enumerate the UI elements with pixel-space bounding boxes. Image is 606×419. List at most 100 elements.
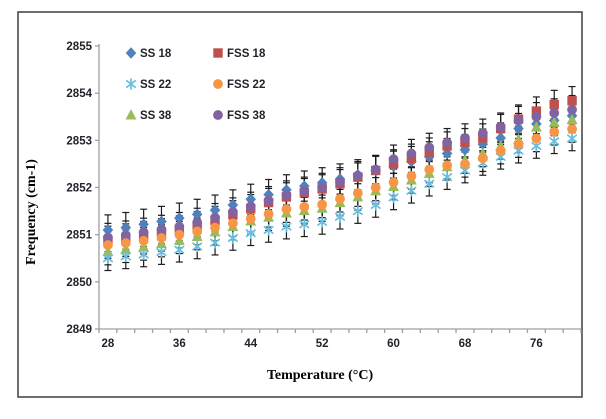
legend-label-FSS-18: FSS 18 <box>227 48 266 60</box>
data-point-SS-22 <box>120 252 131 261</box>
data-point-SS-22 <box>549 137 560 146</box>
data-point-FSS-38 <box>567 104 577 115</box>
data-point-FSS-38 <box>156 224 167 235</box>
data-point-SS-22 <box>299 220 310 229</box>
x-tick-label: 36 <box>173 338 186 350</box>
legend-marker-FSS-38 <box>213 110 223 120</box>
data-point-FSS-38 <box>531 111 542 122</box>
data-point-FSS-38 <box>174 221 185 232</box>
data-point-FSS-38 <box>210 212 220 223</box>
data-point-SS-22 <box>245 229 256 238</box>
data-point-FSS-22 <box>227 218 238 229</box>
legend-marker-SS-18 <box>125 47 137 59</box>
data-point-FSS-22 <box>317 199 328 210</box>
legend-label-SS-38: SS 38 <box>140 110 172 122</box>
legend-label-SS-18: SS 18 <box>140 48 172 60</box>
x-tick-label: 60 <box>387 338 400 350</box>
data-point-SS-22 <box>334 212 346 221</box>
data-point-SS-22 <box>317 217 328 226</box>
data-point-SS-22 <box>424 179 435 188</box>
data-point-SS-22 <box>388 193 399 202</box>
data-point-SS-22 <box>459 166 471 175</box>
data-point-FSS-38 <box>549 108 560 118</box>
data-point-FSS-38 <box>442 137 453 148</box>
data-point-SS-38 <box>566 113 578 125</box>
legend-marker-SS-22 <box>125 79 137 89</box>
y-tick-label: 2854 <box>66 88 92 100</box>
legend-label-FSS-38: FSS 38 <box>227 110 266 122</box>
data-point-FSS-22 <box>174 229 185 240</box>
y-tick-label: 2853 <box>66 135 92 147</box>
x-tick-label: 68 <box>459 338 472 350</box>
data-point-FSS-22 <box>477 153 488 164</box>
data-point-FSS-22 <box>192 226 203 237</box>
data-point-FSS-22 <box>567 124 577 134</box>
data-point-SS-22 <box>513 146 524 155</box>
data-point-SS-22 <box>227 233 238 243</box>
data-point-SS-22 <box>442 173 453 182</box>
data-point-FSS-22 <box>406 171 417 182</box>
data-point-SS-22 <box>370 200 381 210</box>
data-point-SS-22 <box>567 134 578 143</box>
data-point-FSS-22 <box>263 209 274 219</box>
data-point-FSS-38 <box>299 186 310 197</box>
y-tick-label: 2851 <box>66 230 92 242</box>
data-point-FSS-22 <box>103 240 113 250</box>
data-point-FSS-22 <box>138 235 149 246</box>
legend-marker-SS-38 <box>125 109 137 120</box>
y-tick-label: 2849 <box>66 324 92 336</box>
data-point-FSS-22 <box>495 145 506 156</box>
data-point-FSS-22 <box>388 177 399 188</box>
data-point-FSS-38 <box>370 164 381 175</box>
y-axis-title: Frequency (cm-1) <box>24 159 39 265</box>
x-tick-label: 44 <box>244 338 257 350</box>
data-point-SS-38 <box>548 116 560 127</box>
data-point-FSS-22 <box>335 193 345 204</box>
data-point-FSS-18 <box>567 96 577 106</box>
legend-marker-FSS-22 <box>213 79 223 89</box>
x-tick-label: 52 <box>316 338 329 350</box>
data-point-FSS-22 <box>120 238 131 249</box>
legend-marker-FSS-18 <box>213 48 223 58</box>
data-point-FSS-38 <box>263 195 274 206</box>
data-point-FSS-22 <box>424 164 435 175</box>
legend-label-SS-22: SS 22 <box>140 79 171 91</box>
data-point-FSS-38 <box>388 154 399 165</box>
data-point-FSS-38 <box>317 182 328 193</box>
data-point-SS-22 <box>174 245 185 254</box>
data-point-SS-18 <box>441 147 453 160</box>
data-point-FSS-38 <box>281 190 292 200</box>
y-tick-label: 2855 <box>66 41 92 53</box>
x-tick-label: 76 <box>530 338 543 350</box>
legend-label-FSS-22: FSS 22 <box>227 79 265 91</box>
data-point-SS-22 <box>209 238 221 247</box>
data-point-FSS-38 <box>477 128 488 139</box>
data-point-FSS-22 <box>549 126 560 137</box>
data-point-FSS-38 <box>495 122 506 133</box>
data-point-FSS-22 <box>245 213 256 224</box>
data-point-FSS-22 <box>531 133 542 144</box>
data-point-FSS-38 <box>335 176 345 187</box>
data-point-FSS-38 <box>460 133 470 143</box>
data-point-FSS-38 <box>192 217 203 228</box>
data-point-SS-22 <box>406 186 417 195</box>
data-point-SS-22 <box>281 222 292 231</box>
data-point-FSS-38 <box>424 142 435 153</box>
data-point-FSS-22 <box>156 233 167 243</box>
data-point-SS-22 <box>192 242 203 251</box>
data-point-FSS-38 <box>352 170 363 181</box>
y-tick-label: 2852 <box>66 183 92 195</box>
data-point-SS-22 <box>531 141 542 151</box>
data-point-FSS-38 <box>245 201 256 212</box>
data-point-FSS-22 <box>460 159 470 169</box>
x-tick-label: 28 <box>102 338 115 350</box>
x-axis-title: Temperature (°C) <box>267 368 374 383</box>
data-point-FSS-22 <box>370 182 381 193</box>
data-point-SS-22 <box>138 250 149 259</box>
data-point-SS-22 <box>263 225 274 234</box>
data-point-FSS-38 <box>120 230 131 241</box>
data-point-SS-38 <box>530 121 542 132</box>
data-point-FSS-38 <box>227 207 238 217</box>
